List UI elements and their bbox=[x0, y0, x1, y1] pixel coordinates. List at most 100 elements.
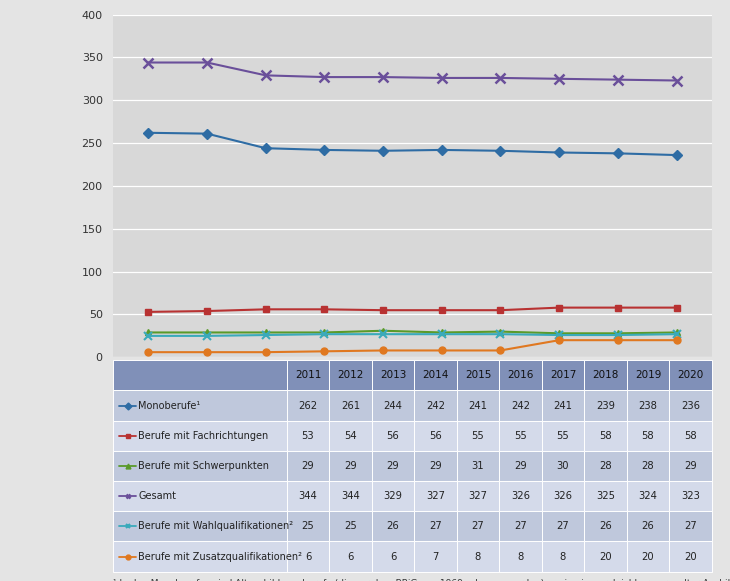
Text: 242: 242 bbox=[426, 400, 445, 411]
Monoberufe¹ bbox=[613, 150, 622, 157]
Bar bbox=[499, 541, 542, 572]
Bar bbox=[627, 541, 669, 572]
Bar bbox=[372, 451, 414, 481]
Bar bbox=[113, 481, 287, 511]
Bar bbox=[329, 451, 372, 481]
Text: 56: 56 bbox=[429, 431, 442, 441]
Berufe mit Wahlqualifikationen² bbox=[320, 331, 328, 338]
Bar bbox=[627, 360, 669, 390]
Bar bbox=[499, 481, 542, 511]
Berufe mit Wahlqualifikationen² bbox=[672, 331, 681, 338]
Text: 55: 55 bbox=[472, 431, 485, 441]
Berufe mit Fachrichtungen bbox=[320, 306, 328, 313]
Berufe mit Zusatzqualifikationen² bbox=[496, 347, 505, 354]
Berufe mit Wahlqualifikationen² bbox=[613, 332, 622, 339]
Text: 326: 326 bbox=[553, 491, 572, 501]
Bar bbox=[669, 390, 712, 421]
Bar bbox=[414, 360, 457, 390]
Text: 20: 20 bbox=[599, 551, 612, 562]
Bar bbox=[499, 390, 542, 421]
Bar bbox=[287, 481, 329, 511]
Bar bbox=[584, 390, 627, 421]
Bar bbox=[584, 451, 627, 481]
Bar bbox=[372, 360, 414, 390]
Text: 2012: 2012 bbox=[337, 370, 364, 381]
Text: Monoberufe¹: Monoberufe¹ bbox=[138, 400, 201, 411]
Gesamt bbox=[496, 74, 505, 81]
Text: ¹ In den Monoberufen sind Altausbildungsberufe (die vor dem BBiG von 1969 erlass: ¹ In den Monoberufen sind Altausbildungs… bbox=[113, 579, 730, 581]
Bar bbox=[669, 511, 712, 541]
Text: 344: 344 bbox=[299, 491, 318, 501]
Gesamt bbox=[203, 59, 212, 66]
Text: 58: 58 bbox=[599, 431, 612, 441]
Monoberufe¹ bbox=[320, 146, 328, 153]
Berufe mit Zusatzqualifikationen² bbox=[144, 349, 153, 356]
Berufe mit Schwerpunkten bbox=[555, 330, 564, 337]
Gesamt bbox=[672, 77, 681, 84]
Berufe mit Wahlqualifikationen² bbox=[379, 331, 388, 338]
Text: 327: 327 bbox=[469, 491, 488, 501]
Bar bbox=[542, 360, 584, 390]
Berufe mit Fachrichtungen bbox=[437, 307, 446, 314]
Text: 7: 7 bbox=[432, 551, 439, 562]
Text: 244: 244 bbox=[383, 400, 402, 411]
Bar bbox=[414, 451, 457, 481]
Berufe mit Wahlqualifikationen² bbox=[555, 332, 564, 339]
Bar bbox=[499, 421, 542, 451]
Bar bbox=[584, 511, 627, 541]
Bar bbox=[542, 390, 584, 421]
Monoberufe¹ bbox=[261, 145, 270, 152]
Berufe mit Wahlqualifikationen² bbox=[203, 332, 212, 339]
Text: 239: 239 bbox=[596, 400, 615, 411]
Text: 2019: 2019 bbox=[635, 370, 661, 381]
Bar bbox=[457, 511, 499, 541]
Bar bbox=[372, 481, 414, 511]
Text: 2020: 2020 bbox=[677, 370, 704, 381]
Gesamt bbox=[261, 72, 270, 79]
Bar bbox=[113, 541, 287, 572]
Bar bbox=[414, 511, 457, 541]
Text: 56: 56 bbox=[387, 431, 399, 441]
Berufe mit Fachrichtungen bbox=[496, 307, 505, 314]
Text: Berufe mit Wahlqualifikationen²: Berufe mit Wahlqualifikationen² bbox=[138, 521, 293, 532]
Text: 29: 29 bbox=[301, 461, 315, 471]
Gesamt bbox=[320, 74, 328, 81]
Text: 55: 55 bbox=[556, 431, 569, 441]
Monoberufe¹ bbox=[555, 149, 564, 156]
Text: 58: 58 bbox=[684, 431, 697, 441]
Text: 8: 8 bbox=[475, 551, 481, 562]
Berufe mit Zusatzqualifikationen² bbox=[672, 336, 681, 343]
Text: 25: 25 bbox=[301, 521, 315, 532]
Text: 236: 236 bbox=[681, 400, 700, 411]
Text: 326: 326 bbox=[511, 491, 530, 501]
Text: 20: 20 bbox=[642, 551, 654, 562]
Bar bbox=[113, 511, 287, 541]
Text: 8: 8 bbox=[518, 551, 523, 562]
Text: 262: 262 bbox=[299, 400, 318, 411]
Bar bbox=[287, 451, 329, 481]
Monoberufe¹ bbox=[379, 148, 388, 155]
Bar bbox=[287, 541, 329, 572]
Text: 29: 29 bbox=[514, 461, 527, 471]
Text: 2015: 2015 bbox=[465, 370, 491, 381]
Bar bbox=[287, 511, 329, 541]
Bar bbox=[542, 421, 584, 451]
Text: 6: 6 bbox=[347, 551, 353, 562]
Bar bbox=[372, 511, 414, 541]
Bar bbox=[457, 390, 499, 421]
Text: 241: 241 bbox=[553, 400, 572, 411]
Text: 27: 27 bbox=[556, 521, 569, 532]
Bar bbox=[372, 421, 414, 451]
Text: 58: 58 bbox=[642, 431, 654, 441]
Text: 241: 241 bbox=[469, 400, 488, 411]
Bar bbox=[584, 421, 627, 451]
Text: 6: 6 bbox=[390, 551, 396, 562]
Bar bbox=[669, 421, 712, 451]
Bar bbox=[287, 360, 329, 390]
Bar bbox=[287, 390, 329, 421]
Bar bbox=[669, 451, 712, 481]
Bar bbox=[499, 360, 542, 390]
Line: Monoberufe¹: Monoberufe¹ bbox=[145, 130, 680, 159]
Bar bbox=[329, 481, 372, 511]
Text: 2014: 2014 bbox=[423, 370, 449, 381]
